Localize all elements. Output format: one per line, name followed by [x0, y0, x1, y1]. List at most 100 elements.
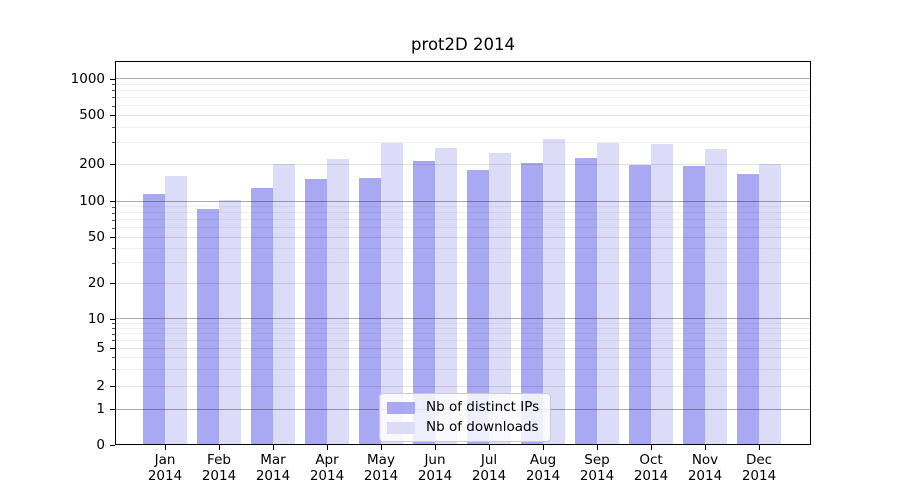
bar-downloads	[489, 152, 511, 445]
y-tick-minor	[112, 333, 115, 335]
y-tick	[110, 318, 115, 320]
y-tick-minor	[112, 357, 115, 359]
gridline	[115, 368, 811, 370]
bar-distinct-ips	[143, 194, 165, 445]
x-tick	[489, 445, 490, 450]
y-tick-minor	[112, 227, 115, 229]
y-tick-label: 1	[96, 401, 105, 418]
bar-distinct-ips	[683, 166, 705, 445]
y-tick-minor	[112, 90, 115, 92]
y-tick	[110, 409, 115, 411]
legend: Nb of distinct IPs Nb of downloads	[379, 393, 552, 442]
bar-downloads	[705, 148, 727, 445]
gridline	[115, 83, 811, 85]
gridline	[115, 282, 811, 284]
y-tick-label: 100	[79, 193, 105, 210]
y-tick-minor	[112, 248, 115, 250]
y-tick-minor	[112, 369, 115, 371]
x-tick	[165, 445, 166, 450]
gridline	[115, 322, 811, 324]
gridline	[115, 347, 811, 349]
bar-distinct-ips	[413, 160, 435, 445]
x-tick-label: Jun 2014	[417, 452, 453, 484]
gridline	[115, 200, 811, 202]
x-tick-label: Dec 2014	[741, 452, 777, 484]
x-tick	[597, 445, 598, 450]
y-tick-minor	[112, 97, 115, 99]
gridline	[115, 385, 811, 387]
y-tick-minor	[112, 206, 115, 208]
y-tick-minor	[112, 105, 115, 107]
y-tick-label: 1000	[70, 70, 105, 87]
chart-title: prot2D 2014	[411, 35, 515, 54]
x-tick-label: Apr 2014	[309, 452, 345, 484]
gridline	[115, 227, 811, 229]
x-tick-label: Jul 2014	[471, 452, 507, 484]
legend-label: Nb of downloads	[426, 419, 539, 435]
y-tick-minor	[112, 323, 115, 325]
plot-area: 0 1 2 5 10 20 50 100 200 500 1000 Jan 2014 Feb 2014 Mar…	[71, 61, 811, 484]
bar-distinct-ips	[521, 162, 543, 445]
gridline	[115, 126, 811, 128]
gridline	[115, 247, 811, 249]
y-tick	[110, 283, 115, 285]
legend-row: Nb of downloads	[387, 420, 539, 435]
y-tick	[110, 115, 115, 117]
legend-swatch	[387, 421, 415, 434]
bar-distinct-ips	[467, 170, 489, 445]
y-tick	[110, 444, 115, 446]
y-tick-label: 2	[96, 378, 105, 395]
x-tick-label: Feb 2014	[201, 452, 237, 484]
y-tick-minor	[112, 328, 115, 330]
y-tick-minor	[112, 262, 115, 264]
gridline	[115, 114, 811, 116]
gridline	[115, 339, 811, 341]
bar-downloads	[273, 164, 295, 445]
y-tick	[110, 348, 115, 350]
gridline	[115, 96, 811, 98]
x-tick-label: Sep 2014	[579, 452, 615, 484]
x-tick	[435, 445, 436, 450]
gridline	[115, 163, 811, 165]
gridline	[115, 236, 811, 238]
bar-distinct-ips	[575, 158, 597, 445]
y-tick-minor	[112, 126, 115, 128]
x-tick-label: Oct 2014	[633, 452, 669, 484]
bar-downloads	[435, 147, 457, 445]
gridline	[115, 356, 811, 358]
y-tick-minor	[112, 142, 115, 144]
legend-swatch	[387, 401, 415, 414]
bar-downloads	[327, 159, 349, 445]
gridline	[115, 78, 811, 80]
y-tick-minor	[112, 212, 115, 214]
x-tick	[759, 445, 760, 450]
bar-downloads	[759, 164, 781, 445]
x-tick-label: May 2014	[363, 452, 399, 484]
gridline	[115, 333, 811, 335]
gridline	[115, 105, 811, 107]
y-tick	[110, 237, 115, 239]
bar-downloads	[597, 142, 619, 445]
gridline	[115, 141, 811, 143]
bar-distinct-ips	[251, 187, 273, 445]
gridline	[115, 318, 811, 320]
bar-downloads	[543, 138, 565, 445]
legend-row: Nb of distinct IPs	[387, 400, 539, 415]
y-tick	[110, 164, 115, 166]
bar-downloads	[651, 144, 673, 445]
gridline	[115, 262, 811, 264]
y-tick-label: 50	[87, 229, 105, 246]
gridline	[115, 219, 811, 221]
gridline	[115, 327, 811, 329]
y-tick-label: 5	[96, 340, 105, 357]
y-tick-minor	[112, 219, 115, 221]
bar-downloads	[381, 143, 403, 445]
bar-distinct-ips	[629, 164, 651, 445]
x-tick-label: Jan 2014	[147, 452, 183, 484]
bar-distinct-ips	[197, 209, 219, 445]
y-tick-label: 0	[96, 436, 105, 453]
y-tick-minor	[112, 340, 115, 342]
y-tick-label: 200	[79, 156, 105, 173]
x-tick	[543, 445, 544, 450]
